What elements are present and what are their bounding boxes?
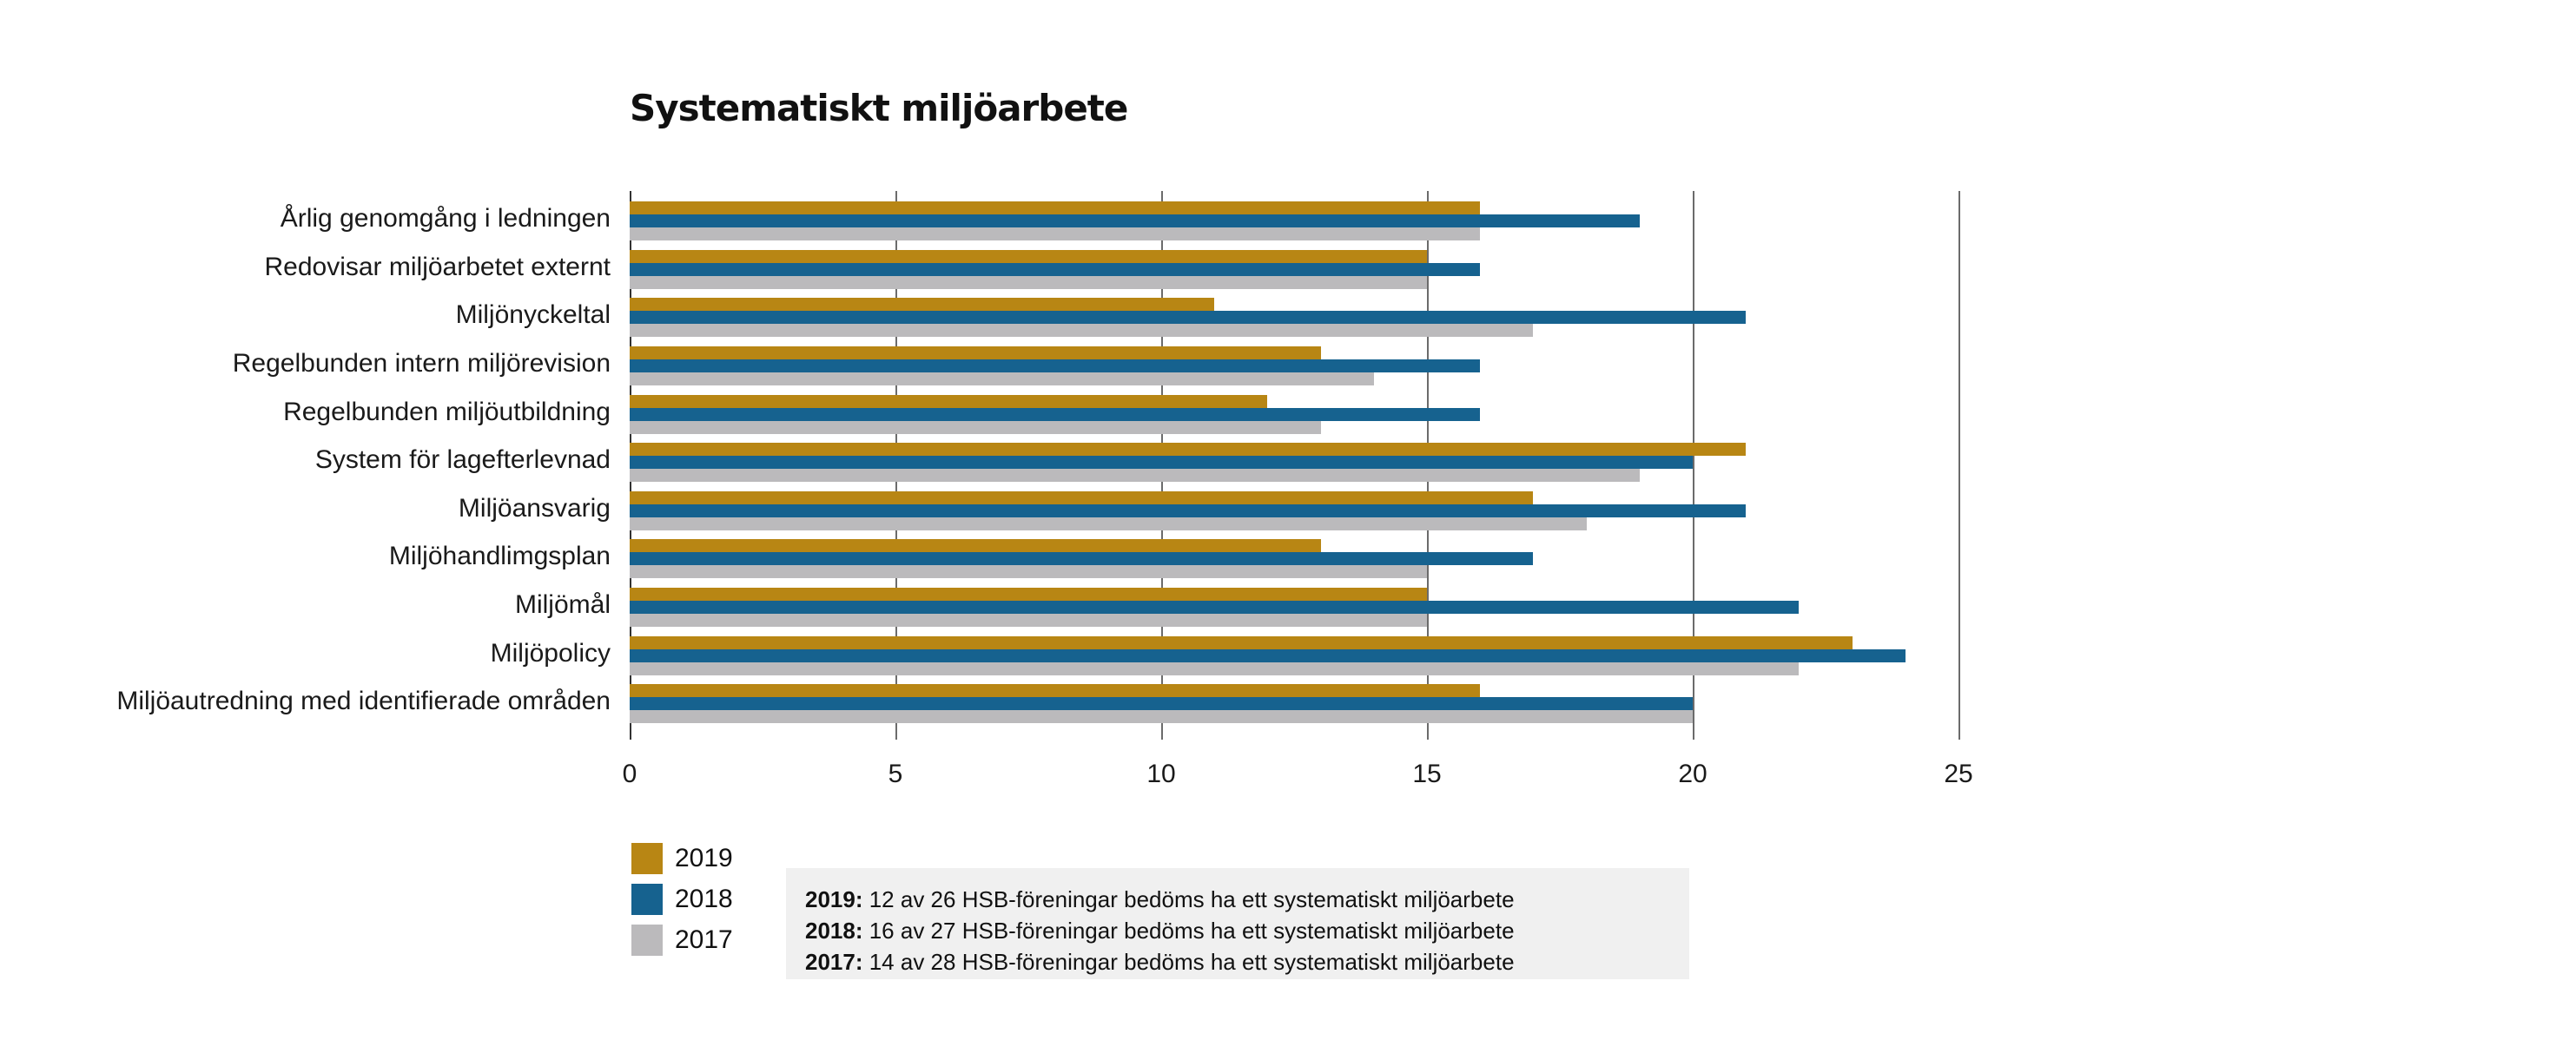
legend-swatch bbox=[631, 883, 663, 915]
bar-2018 bbox=[630, 456, 1693, 470]
note-text: 16 av 27 HSB-föreningar bedöms ha ett sy… bbox=[862, 918, 1515, 944]
x-tick-label: 20 bbox=[1678, 760, 1707, 788]
bar-2018 bbox=[630, 359, 1481, 372]
legend-label: 2019 bbox=[675, 843, 733, 872]
category-label: Miljönyckeltal bbox=[455, 300, 611, 330]
bar-2017 bbox=[630, 517, 1587, 530]
bar-2019 bbox=[630, 443, 1747, 457]
note-line: 2019: 12 av 26 HSB-föreningar bedöms ha … bbox=[805, 884, 1689, 915]
legend-item-2019: 2019 bbox=[631, 838, 733, 879]
category-label: Regelbunden intern miljörevision bbox=[232, 348, 611, 378]
note-line: 2018: 16 av 27 HSB-föreningar bedöms ha … bbox=[805, 915, 1689, 946]
bar-2017 bbox=[630, 275, 1427, 289]
bar-2018 bbox=[630, 648, 1906, 662]
note-year: 2018: bbox=[805, 918, 863, 944]
bar-2019 bbox=[630, 249, 1427, 263]
bar-2018 bbox=[630, 504, 1747, 517]
bar-2018 bbox=[630, 697, 1693, 711]
note-text: 14 av 28 HSB-föreningar bedöms ha ett sy… bbox=[862, 949, 1515, 975]
note-box: 2019: 12 av 26 HSB-föreningar bedöms ha … bbox=[786, 868, 1689, 979]
category-label: Regelbunden miljöutbildning bbox=[283, 397, 611, 426]
bar-2019 bbox=[630, 635, 1853, 649]
note-year: 2017: bbox=[805, 949, 863, 975]
bar-2018 bbox=[630, 552, 1534, 566]
bar-2017 bbox=[630, 420, 1321, 434]
category-label: Miljöautredning med identifierade område… bbox=[116, 687, 611, 716]
bar-2019 bbox=[630, 539, 1321, 553]
bar-2018 bbox=[630, 601, 1800, 615]
gridline-20 bbox=[1693, 191, 1694, 740]
legend-swatch bbox=[631, 842, 663, 874]
bar-2019 bbox=[630, 201, 1481, 214]
bar-2017 bbox=[630, 565, 1427, 579]
category-label: Miljöansvarig bbox=[458, 493, 611, 523]
legend-label: 2017 bbox=[675, 925, 733, 954]
category-label: Miljöhandlimgsplan bbox=[388, 542, 611, 571]
category-label: Miljömål bbox=[514, 590, 611, 620]
legend-item-2017: 2017 bbox=[631, 919, 733, 960]
bar-2018 bbox=[630, 311, 1747, 325]
x-tick-label: 10 bbox=[1146, 760, 1176, 788]
x-tick-label: 15 bbox=[1412, 760, 1442, 788]
bar-2017 bbox=[630, 710, 1693, 724]
bar-2018 bbox=[630, 214, 1640, 227]
x-tick-label: 25 bbox=[1944, 760, 1973, 788]
bar-2019 bbox=[630, 298, 1215, 312]
bar-2019 bbox=[630, 588, 1427, 602]
chart-title: Systematiskt miljöarbete bbox=[630, 87, 1128, 129]
bar-2017 bbox=[630, 372, 1374, 385]
legend-swatch bbox=[631, 924, 663, 956]
legend: 2019 2018 2017 bbox=[631, 838, 733, 960]
category-label: System för lagefterlevnad bbox=[314, 445, 611, 475]
plot-area bbox=[630, 191, 1960, 740]
x-tick-label: 0 bbox=[622, 760, 637, 788]
bar-2019 bbox=[630, 684, 1481, 698]
bar-2017 bbox=[630, 662, 1800, 675]
bar-2018 bbox=[630, 407, 1481, 421]
note-line: 2017: 14 av 28 HSB-föreningar bedöms ha … bbox=[805, 946, 1689, 977]
category-label: Redovisar miljöarbetet externt bbox=[264, 252, 611, 281]
x-tick-label: 5 bbox=[888, 760, 903, 788]
bar-2019 bbox=[630, 346, 1321, 359]
bar-2018 bbox=[630, 262, 1481, 276]
bar-2019 bbox=[630, 490, 1534, 504]
bar-2017 bbox=[630, 227, 1481, 240]
category-label: Miljöpolicy bbox=[490, 638, 611, 668]
gridline-25 bbox=[1958, 191, 1960, 740]
bar-2017 bbox=[630, 324, 1534, 338]
note-text: 12 av 26 HSB-föreningar bedöms ha ett sy… bbox=[862, 886, 1515, 912]
bar-2017 bbox=[630, 614, 1427, 628]
legend-label: 2018 bbox=[675, 884, 733, 913]
bar-2019 bbox=[630, 394, 1268, 408]
note-year: 2019: bbox=[805, 886, 863, 912]
legend-item-2018: 2018 bbox=[631, 879, 733, 919]
bar-2017 bbox=[630, 469, 1640, 483]
category-label: Årlig genomgång i ledningen bbox=[280, 204, 611, 233]
